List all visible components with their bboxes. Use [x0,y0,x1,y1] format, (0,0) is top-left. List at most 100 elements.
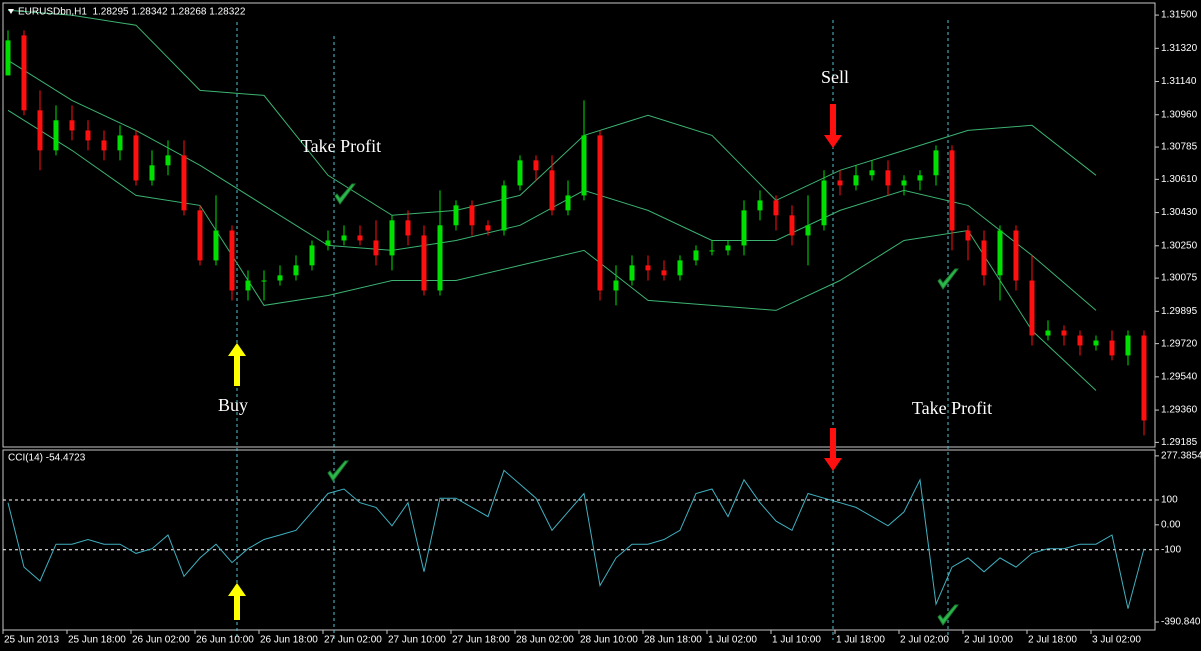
y-tick-label: -390.8403 [1161,617,1201,628]
candle-body [101,140,107,151]
candle-body [437,225,443,291]
y-tick-label: 0.00 [1161,519,1181,530]
candle-body [901,180,907,186]
x-tick-label: 28 Jun 10:00 [580,635,638,646]
x-tick-label: 25 Jun 18:00 [68,635,126,646]
buy-arrow [228,583,246,620]
candle-body [629,265,635,281]
candle-body [1029,280,1035,336]
candle-body [693,250,699,261]
candle-body [277,275,283,281]
candle-body [837,180,843,186]
annotation: Take Profit [301,136,381,156]
x-tick-label: 26 Jun 18:00 [260,635,318,646]
x-tick-label: 2 Jul 10:00 [964,635,1013,646]
price-panel [2,2,1156,448]
candle-body [341,235,347,241]
candle-body [997,230,1003,276]
candle-body [357,235,363,241]
candle-body [1045,330,1051,336]
y-tick-label: 1.29360 [1161,405,1198,416]
candle-body [309,245,315,266]
candle-body [53,120,59,151]
candle-body [149,165,155,181]
candle-body [405,220,411,236]
check-mark [937,268,959,290]
candle-body [85,130,91,141]
candle-body [373,240,379,256]
candle-body [501,185,507,231]
x-tick-label: 1 Jul 10:00 [772,635,821,646]
candle-body [565,195,571,211]
x-tick-label: 27 Jun 18:00 [452,635,510,646]
candle-body [293,265,299,276]
x-tick-label: 28 Jun 02:00 [516,635,574,646]
sell-arrow [824,428,842,471]
candle-body [245,280,251,291]
y-tick-label: 1.31320 [1161,43,1198,54]
candle-body [165,155,171,166]
y-tick-label: 1.31500 [1161,10,1198,21]
candle-body [1077,335,1083,346]
candle-body [933,150,939,176]
candle-body [1125,335,1131,356]
candle-body [1109,340,1115,356]
candle-body [853,175,859,186]
buy-arrow [228,343,246,386]
check-mark [334,183,356,205]
candle-body [229,230,235,291]
check-mark [327,460,349,482]
candle-body [773,200,779,216]
candle-body [453,205,459,226]
x-tick-label: 26 Jun 10:00 [196,635,254,646]
plot-layer [3,9,1155,609]
candle-body [917,175,923,181]
candle-body [469,205,475,226]
candle-body [421,235,427,291]
indicator-title: CCI(14) -54.4723 [8,453,86,464]
candle-body [69,120,75,131]
candle-body [981,240,987,276]
y-tick-label: 1.29895 [1161,306,1198,317]
y-tick-label: 1.29185 [1161,437,1198,448]
candle-body [965,230,971,241]
y-tick-label: -100 [1161,544,1181,555]
y-tick-label: 100 [1161,495,1178,506]
x-tick-label: 27 Jun 02:00 [324,635,382,646]
candle-body [325,240,331,246]
y-tick-label: 1.29720 [1161,338,1198,349]
candle-body [21,35,27,111]
candle-body [117,135,123,151]
candle-body [37,110,43,151]
x-tick-label: 2 Jul 18:00 [1028,635,1077,646]
y-tick-label: 1.30250 [1161,240,1198,251]
y-tick-label: 1.30610 [1161,174,1198,185]
x-tick-label: 2 Jul 02:00 [900,635,949,646]
check-mark [937,604,959,626]
candle-body [181,155,187,211]
x-tick-label: 1 Jul 18:00 [836,635,885,646]
candle-body [533,160,539,171]
x-tick-label: 3 Jul 02:00 [1092,635,1141,646]
candle-body [789,215,795,236]
candle-body [485,225,491,231]
y-tick-label: 1.30075 [1161,273,1198,284]
candle-body [597,135,603,291]
y-tick-label: 277.3854 [1161,451,1201,462]
candle-body [1141,335,1147,421]
x-tick-label: 27 Jun 10:00 [388,635,446,646]
annotation: Buy [218,395,248,415]
candle-body [5,40,11,76]
candle-body [949,150,955,231]
candle-body [613,280,619,291]
candle-body [1093,340,1099,346]
x-tick-label: 28 Jun 18:00 [644,635,702,646]
cci-line [7,469,1145,609]
y-tick-label: 1.30960 [1161,109,1198,120]
bollinger-band [7,109,1097,391]
candle-body [709,250,715,252]
candle-body [869,170,875,176]
candle-body [741,210,747,246]
x-tick-label: 26 Jun 02:00 [132,635,190,646]
